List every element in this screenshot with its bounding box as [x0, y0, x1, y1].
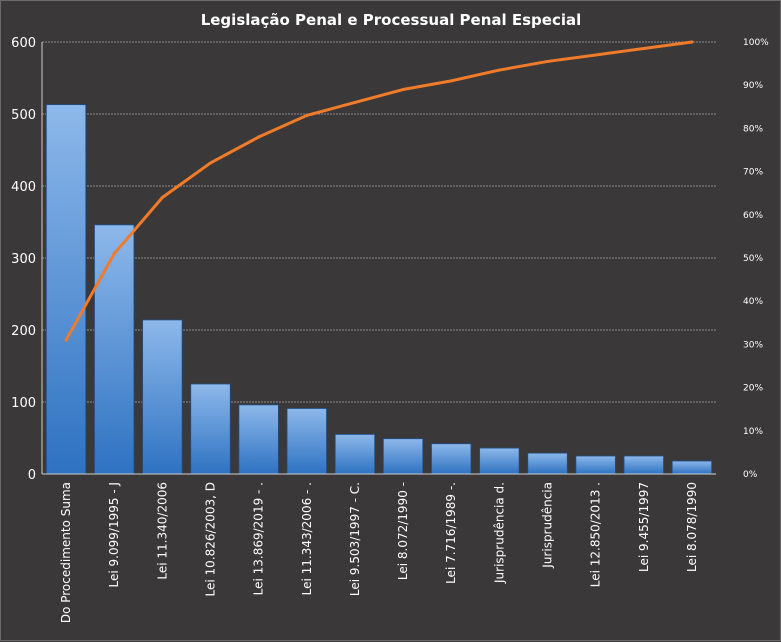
- y2-tick-label: 10%: [743, 427, 763, 437]
- y2-tick-label: 90%: [743, 81, 763, 91]
- y-tick-label: 400: [11, 180, 36, 195]
- bar: [94, 224, 135, 475]
- y2-tick-label: 70%: [743, 168, 763, 178]
- x-category-label: Lei 11.343/2006 - .: [300, 482, 314, 595]
- y2-tick-label: 0%: [743, 470, 758, 480]
- bar: [575, 455, 616, 475]
- x-category-label: Lei 10.826/2003, D: [204, 482, 218, 596]
- line-point: [497, 68, 501, 72]
- y-axis-right: 0% 10% 20% 30% 40% 50% 60% 70% 80% 90% 100%: [743, 38, 769, 480]
- bar: [334, 433, 376, 475]
- y-tick-label: 200: [11, 324, 36, 339]
- bar: [45, 104, 87, 475]
- y2-tick-label: 50%: [743, 254, 763, 264]
- line-point: [401, 88, 405, 92]
- x-category-label: Lei 9.455/1997: [637, 482, 651, 572]
- line-point: [449, 79, 453, 83]
- line-point: [112, 252, 116, 256]
- cumulative-line-series: [64, 40, 694, 342]
- line-point: [690, 40, 694, 44]
- line-point: [209, 161, 212, 165]
- x-category-label: Lei 12.850/2013 .: [589, 482, 603, 587]
- y2-tick-label: 20%: [743, 384, 763, 394]
- line-point: [64, 338, 68, 342]
- line-point: [353, 100, 357, 104]
- bar: [286, 408, 327, 475]
- line-point: [594, 53, 598, 57]
- cumulative-line: [64, 40, 694, 342]
- bar: [382, 438, 424, 475]
- bar: [479, 447, 520, 475]
- line-point: [546, 59, 549, 63]
- bar: [142, 319, 183, 475]
- x-axis: Do Procedimento Suma Lei 9.099/1995 - J Le…: [41, 42, 716, 623]
- y2-tick-label: 80%: [743, 124, 763, 134]
- bar-series: [45, 104, 713, 475]
- y-axis-left: 0 100 200 300 400 500 600: [11, 36, 36, 483]
- x-category-label: Lei 9.503/1997 - C.: [348, 482, 362, 596]
- x-category-label: Do Procedimento Suma: [59, 482, 73, 623]
- bar: [623, 455, 664, 475]
- bar: [190, 383, 231, 475]
- x-category-label: Lei 8.072/1990 -: [396, 482, 410, 580]
- y-tick-label: 100: [11, 396, 36, 411]
- y-tick-label: 0: [28, 468, 36, 483]
- line-point: [305, 113, 309, 117]
- line-point: [160, 196, 164, 200]
- y-tick-label: 600: [11, 36, 36, 51]
- bar: [671, 460, 713, 475]
- y2-tick-label: 30%: [743, 340, 763, 350]
- x-category-label: Jurisprudência d.: [492, 482, 506, 584]
- bar: [527, 452, 568, 475]
- x-category-label: Jurisprudência: [541, 482, 555, 569]
- y2-tick-label: 40%: [743, 297, 763, 307]
- x-category-label: Lei 7.716/1989 -.: [444, 482, 458, 584]
- bar: [431, 443, 472, 475]
- y-tick-label: 500: [11, 108, 36, 123]
- y2-tick-label: 100%: [743, 38, 769, 48]
- y2-tick-label: 60%: [743, 211, 763, 221]
- x-category-label: Lei 13.869/2019 - .: [252, 482, 266, 595]
- line-point: [642, 46, 646, 50]
- bar: [238, 404, 279, 475]
- x-category-label: Lei 9.099/1995 - J: [107, 482, 121, 587]
- line-point: [257, 135, 261, 139]
- chart-title: Legislação Penal e Processual Penal Espe…: [201, 11, 582, 29]
- x-category-label: Lei 11.340/2006: [155, 482, 169, 580]
- y-tick-label: 300: [11, 252, 36, 267]
- x-category-label: Lei 8.078/1990: [685, 482, 699, 572]
